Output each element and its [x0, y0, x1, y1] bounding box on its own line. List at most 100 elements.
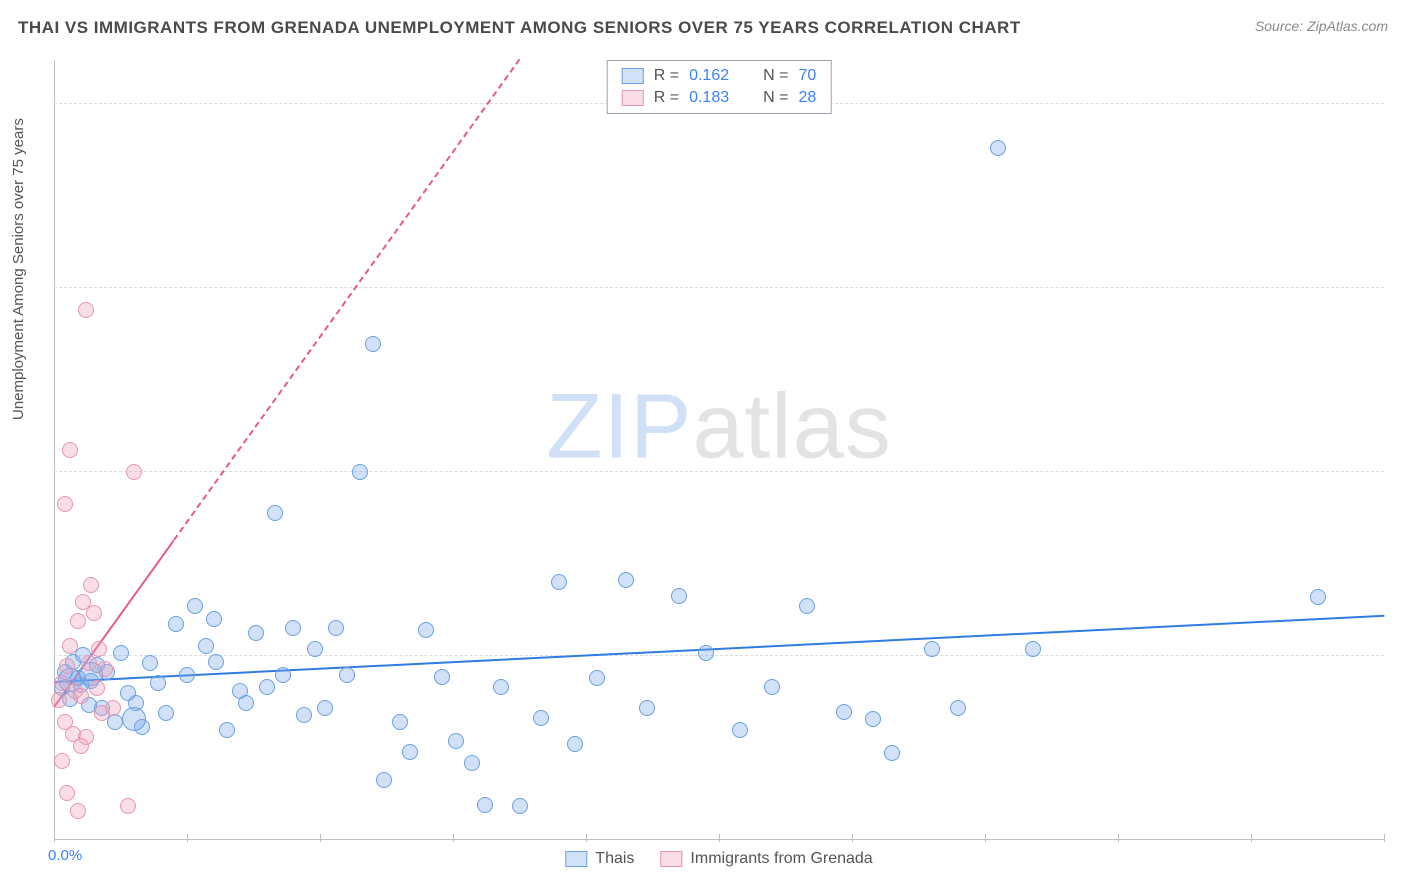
- data-point: [418, 622, 434, 638]
- header: THAI VS IMMIGRANTS FROM GRENADA UNEMPLOY…: [18, 18, 1388, 38]
- data-point: [54, 753, 70, 769]
- legend-r-label: R =: [654, 89, 679, 107]
- origin-label: 0.0%: [48, 847, 82, 864]
- y-axis-label: Unemployment Among Seniors over 75 years: [10, 118, 27, 420]
- trend-line: [173, 58, 520, 540]
- plot-region: ZIPatlas 12.5%25.0%37.5%50.0%: [54, 60, 1384, 840]
- data-point: [208, 654, 224, 670]
- legend-item: Immigrants from Grenada: [660, 850, 872, 868]
- x-tick: [320, 834, 321, 842]
- data-point: [1310, 589, 1326, 605]
- data-point: [62, 638, 78, 654]
- data-point: [434, 669, 450, 685]
- data-point: [238, 695, 254, 711]
- data-point: [158, 705, 174, 721]
- x-tick: [852, 834, 853, 842]
- legend-row: R =0.162N =70: [622, 65, 817, 87]
- legend-n-label: N =: [763, 67, 788, 85]
- data-point: [81, 655, 97, 671]
- data-point: [198, 638, 214, 654]
- data-point: [317, 700, 333, 716]
- data-point: [328, 620, 344, 636]
- x-tick: [985, 834, 986, 842]
- data-point: [187, 598, 203, 614]
- data-point: [1025, 641, 1041, 657]
- x-tick: [1384, 834, 1385, 842]
- legend-n-label: N =: [763, 89, 788, 107]
- data-point: [671, 588, 687, 604]
- data-point: [78, 302, 94, 318]
- data-point: [86, 605, 102, 621]
- data-point: [376, 772, 392, 788]
- data-point: [296, 707, 312, 723]
- x-tick: [1118, 834, 1119, 842]
- data-point: [884, 745, 900, 761]
- legend-n-value: 70: [798, 67, 816, 85]
- series-legend: ThaisImmigrants from Grenada: [565, 850, 872, 868]
- x-tick: [187, 834, 188, 842]
- data-point: [248, 625, 264, 641]
- gridline: [54, 471, 1384, 472]
- x-tick: [54, 834, 55, 842]
- data-point: [512, 798, 528, 814]
- data-point: [836, 704, 852, 720]
- data-point: [275, 667, 291, 683]
- gridline: [54, 655, 1384, 656]
- data-point: [57, 496, 73, 512]
- legend-swatch: [622, 68, 644, 84]
- data-point: [464, 755, 480, 771]
- data-point: [764, 679, 780, 695]
- data-point: [551, 574, 567, 590]
- data-point: [219, 722, 235, 738]
- data-point: [83, 577, 99, 593]
- data-point: [142, 655, 158, 671]
- legend-label: Immigrants from Grenada: [690, 850, 872, 867]
- data-point: [924, 641, 940, 657]
- data-point: [352, 464, 368, 480]
- data-point: [91, 641, 107, 657]
- y-axis-line: [54, 60, 55, 840]
- data-point: [206, 611, 222, 627]
- data-point: [70, 613, 86, 629]
- data-point: [73, 688, 89, 704]
- data-point: [59, 785, 75, 801]
- x-tick: [1251, 834, 1252, 842]
- data-point: [73, 738, 89, 754]
- data-point: [62, 442, 78, 458]
- data-point: [732, 722, 748, 738]
- data-point: [567, 736, 583, 752]
- gridline: [54, 287, 1384, 288]
- data-point: [59, 658, 75, 674]
- data-point: [477, 797, 493, 813]
- data-point: [259, 679, 275, 695]
- data-point: [107, 714, 123, 730]
- watermark-zip: ZIP: [546, 375, 692, 477]
- data-point: [51, 692, 67, 708]
- data-point: [168, 616, 184, 632]
- data-point: [698, 645, 714, 661]
- data-point: [120, 798, 136, 814]
- data-point: [448, 733, 464, 749]
- data-point: [339, 667, 355, 683]
- legend-row: R =0.183N =28: [622, 87, 817, 109]
- data-point: [122, 707, 146, 731]
- data-point: [113, 645, 129, 661]
- x-tick: [586, 834, 587, 842]
- legend-r-value: 0.183: [689, 89, 729, 107]
- legend-swatch: [660, 851, 682, 867]
- correlation-legend: R =0.162N =70R =0.183N =28: [607, 60, 832, 114]
- legend-swatch: [565, 851, 587, 867]
- x-tick: [719, 834, 720, 842]
- data-point: [179, 667, 195, 683]
- watermark-atlas: atlas: [692, 375, 891, 477]
- chart-area: ZIPatlas 12.5%25.0%37.5%50.0% 0.0% 50.0%…: [54, 60, 1384, 840]
- data-point: [70, 803, 86, 819]
- source-label: Source: ZipAtlas.com: [1255, 18, 1388, 34]
- x-tick: [453, 834, 454, 842]
- data-point: [533, 710, 549, 726]
- data-point: [97, 661, 113, 677]
- data-point: [865, 711, 881, 727]
- legend-r-label: R =: [654, 67, 679, 85]
- data-point: [402, 744, 418, 760]
- data-point: [618, 572, 634, 588]
